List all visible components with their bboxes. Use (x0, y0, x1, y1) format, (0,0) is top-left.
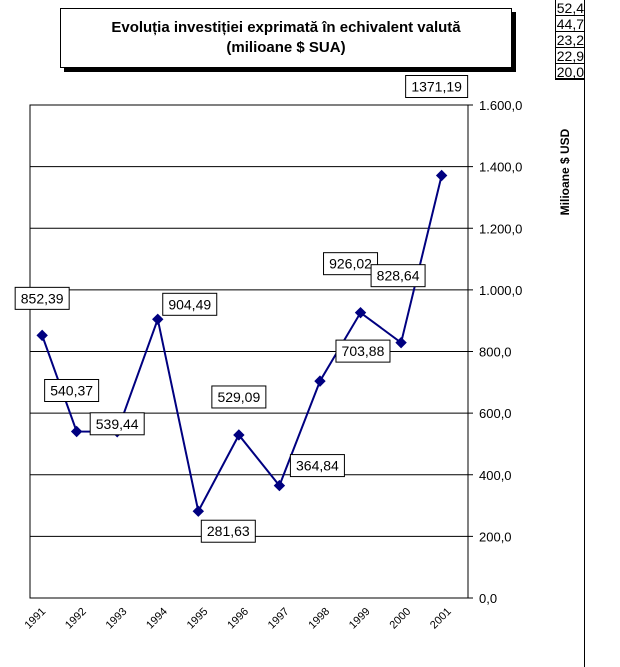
data-point-marker (192, 505, 205, 517)
data-label-box (323, 252, 379, 276)
chart-subtitle: (milioane $ SUA) (226, 39, 346, 56)
data-point-marker (395, 336, 407, 349)
data-label-box (289, 454, 345, 478)
y-tick-label: 400,0 (479, 468, 512, 483)
data-label: 539,44 (96, 416, 139, 432)
x-tick-label: 1995 (185, 606, 211, 632)
x-tick-label: 1999 (347, 606, 373, 632)
data-label-box (370, 264, 426, 288)
side-table-cell: 52,4 (555, 0, 585, 16)
data-label: 281,63 (207, 523, 250, 539)
y-tick-label: 1.200,0 (479, 221, 522, 236)
data-label-box (14, 286, 70, 310)
data-label-box (335, 339, 391, 363)
x-tick-label: 1994 (144, 606, 170, 632)
data-label: 703,88 (342, 343, 385, 359)
x-tick-label: 1992 (63, 606, 89, 632)
x-tick-label: 1991 (22, 606, 48, 632)
y-tick-label: 0,0 (479, 591, 497, 606)
x-tick-label: 1993 (104, 606, 130, 632)
data-point-marker (233, 429, 245, 441)
y-tick-label: 1.400,0 (479, 160, 522, 175)
data-label: 828,64 (377, 268, 420, 284)
side-table-cell: 44,7 (555, 16, 585, 32)
x-tick-label: 2000 (387, 606, 413, 632)
data-point-marker (435, 169, 448, 182)
x-tick-label: 1997 (266, 606, 292, 632)
x-tick-label: 1998 (306, 606, 332, 632)
data-label: 904,49 (168, 296, 211, 312)
side-data-table: 52,4 44,7 23,2 22,9 20,0 (555, 0, 585, 80)
data-label-box (405, 75, 469, 99)
x-tick-label: 1996 (225, 606, 251, 632)
y-tick-label: 1.600,0 (479, 98, 522, 113)
side-table-cell: 20,0 (555, 64, 585, 80)
data-point-marker (70, 425, 83, 438)
data-point-marker (273, 479, 286, 492)
y-tick-label: 200,0 (479, 529, 512, 544)
data-point-marker (314, 375, 326, 387)
data-label-box (211, 385, 267, 409)
data-label-box (200, 519, 256, 543)
data-label: 1371,19 (411, 79, 462, 95)
y-axis-label: Milioane $ USD (558, 128, 572, 215)
side-table-cell: 23,2 (555, 32, 585, 48)
chart-title-box: Evoluția investiției exprimată în echiva… (60, 8, 512, 68)
data-label-box (89, 412, 145, 436)
data-point-marker (36, 329, 48, 342)
x-tick-label: 2001 (428, 606, 454, 632)
table-right-border (584, 0, 585, 667)
data-label: 852,39 (21, 290, 64, 306)
data-label: 540,37 (50, 382, 93, 398)
data-label-box (44, 378, 100, 402)
y-tick-label: 600,0 (479, 406, 512, 421)
data-label: 364,84 (296, 458, 339, 474)
y-tick-label: 1.000,0 (479, 283, 522, 298)
y-tick-label: 800,0 (479, 345, 512, 360)
chart-title: Evoluția investiției exprimată în echiva… (111, 19, 461, 36)
data-label: 926,02 (329, 256, 372, 272)
data-label: 529,09 (217, 389, 260, 405)
data-point-marker (152, 313, 164, 326)
data-point-marker (354, 306, 367, 319)
data-label-box (162, 292, 218, 316)
side-table-cell: 22,9 (555, 48, 585, 64)
